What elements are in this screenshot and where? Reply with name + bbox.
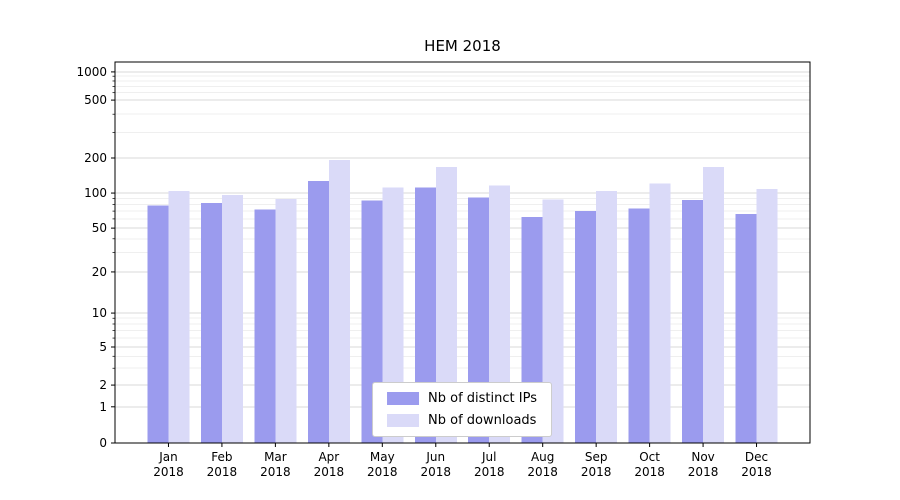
- svg-text:2: 2: [99, 378, 107, 392]
- chart-legend: Nb of distinct IPs Nb of downloads: [372, 382, 552, 437]
- svg-text:10: 10: [92, 306, 107, 320]
- svg-text:5: 5: [99, 340, 107, 354]
- svg-text:100: 100: [84, 186, 107, 200]
- legend-label-downloads: Nb of downloads: [428, 413, 537, 428]
- svg-text:1: 1: [99, 400, 107, 414]
- svg-text:0: 0: [99, 436, 107, 450]
- legend-label-distinct-ips: Nb of distinct IPs: [428, 391, 537, 406]
- chart-title: HEM 2018: [424, 37, 501, 55]
- legend-item-downloads: Nb of downloads: [387, 413, 537, 428]
- svg-text:50: 50: [92, 221, 107, 235]
- axis-tick-labels: 0 1 2 5 10 20 50 100 200 500 1000 Jan 2018 Feb 2018 Mar…: [76, 65, 771, 479]
- legend-item-distinct-ips: Nb of distinct IPs: [387, 391, 537, 406]
- svg-text:500: 500: [84, 93, 107, 107]
- axis-ticks: [111, 71, 758, 447]
- svg-text:200: 200: [84, 151, 107, 165]
- svg-text:20: 20: [92, 265, 107, 279]
- legend-swatch-distinct-ips: [387, 392, 420, 405]
- svg-text:1000: 1000: [76, 65, 107, 79]
- legend-swatch-downloads: [387, 414, 420, 427]
